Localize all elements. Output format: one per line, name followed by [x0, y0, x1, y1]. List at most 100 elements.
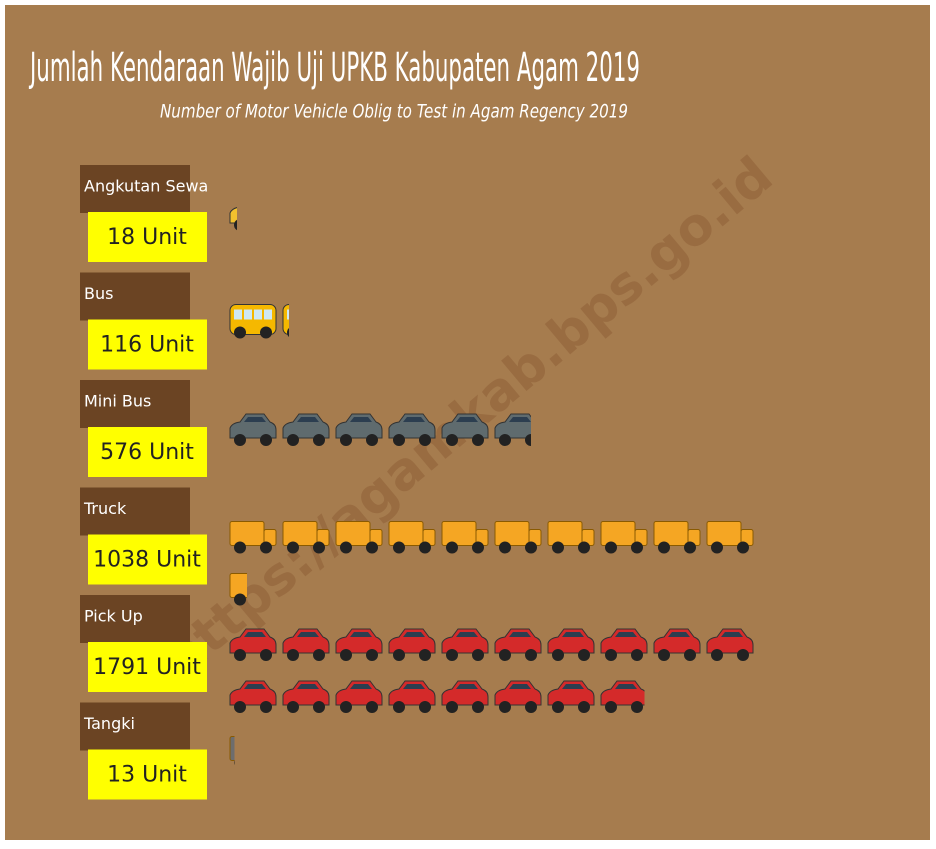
icon-wheel	[366, 701, 378, 713]
value-label: 13 Unit	[107, 763, 187, 788]
icon-wheel	[472, 434, 484, 446]
icon-wheel	[287, 541, 299, 554]
icon-body	[547, 628, 595, 654]
icon-wheel	[605, 541, 617, 554]
icon-wheel	[499, 434, 511, 446]
icon-wheel	[737, 649, 749, 661]
icon-body	[282, 521, 318, 546]
icon-wheel	[419, 434, 431, 446]
icon-wheel	[525, 701, 537, 713]
icon-wheel	[234, 434, 246, 446]
icon-wheel	[472, 541, 484, 554]
icon-window	[456, 632, 478, 637]
label-box	[80, 165, 190, 213]
icon	[282, 680, 330, 713]
icon-wheel	[393, 649, 405, 661]
icon	[229, 680, 277, 713]
icon-window	[403, 632, 425, 637]
icon-row	[229, 413, 531, 446]
icon	[229, 304, 277, 339]
value-label: 576 Unit	[100, 440, 194, 465]
icon	[547, 680, 595, 713]
icon	[441, 680, 489, 713]
icon-body	[229, 207, 237, 224]
label-box	[80, 380, 190, 428]
icon	[653, 521, 701, 554]
icon-body	[388, 413, 436, 439]
icon-wheel	[631, 701, 643, 713]
icon-window	[244, 417, 266, 422]
icon	[441, 413, 489, 446]
icon-wheel	[313, 649, 325, 661]
icon	[229, 628, 277, 661]
icon-window	[403, 417, 425, 422]
icon-body	[494, 680, 542, 706]
icon-body	[229, 521, 265, 546]
icon	[494, 628, 542, 661]
label-box	[80, 702, 190, 751]
icon-wheel	[393, 701, 405, 713]
icon-window	[297, 632, 319, 637]
icon-wheel	[393, 434, 405, 446]
icon	[388, 521, 436, 554]
icon-window	[350, 684, 372, 689]
value-box	[88, 319, 207, 370]
label-box	[80, 595, 190, 643]
value-label: 1791 Unit	[93, 655, 201, 680]
icon-wheel	[658, 649, 670, 661]
icon-wheel	[472, 649, 484, 661]
icon-body	[441, 680, 489, 706]
icon-body	[335, 413, 383, 439]
icon-wheel	[525, 541, 537, 554]
icon-wheel	[737, 541, 749, 554]
value-label: 1038 Unit	[93, 548, 201, 573]
icon-wheel	[658, 541, 670, 554]
category-label: Tangki	[83, 714, 135, 733]
icon-wheel	[234, 701, 246, 713]
value-box	[88, 427, 207, 477]
icon-window	[234, 309, 242, 320]
icon-wheel	[684, 649, 696, 661]
icon-window	[456, 417, 478, 422]
icon-body	[600, 521, 636, 546]
value-box	[88, 642, 207, 692]
icon-window	[350, 417, 372, 422]
icon-body	[653, 628, 701, 654]
icon-window	[297, 417, 319, 422]
icon-body	[335, 521, 371, 546]
icon-body	[441, 521, 477, 546]
icon-wheel	[340, 649, 352, 661]
icon	[388, 680, 436, 713]
icon-window	[264, 309, 272, 320]
icon-wheel	[340, 701, 352, 713]
icon-wheel	[605, 649, 617, 661]
icon-body	[600, 628, 648, 654]
icon-window	[509, 632, 531, 637]
label-box	[80, 272, 190, 321]
icon-wheel	[313, 434, 325, 446]
icon-window	[668, 632, 690, 637]
icon-wheel	[340, 434, 352, 446]
icon-wheel	[499, 541, 511, 554]
icon-wheel	[260, 701, 272, 713]
icon-wheel	[525, 649, 537, 661]
category-label: Truck	[83, 499, 127, 518]
icon-wheel	[287, 649, 299, 661]
icon	[282, 304, 289, 337]
icon-body	[706, 521, 742, 546]
icon	[494, 413, 531, 446]
icon-wheel	[711, 541, 723, 554]
icon	[335, 628, 383, 661]
icon-window	[244, 684, 266, 689]
category-label: Angkutan Sewa	[84, 177, 208, 196]
icon-window	[254, 309, 262, 320]
icon-body	[335, 628, 383, 654]
icon	[229, 521, 277, 554]
icon-body	[653, 521, 689, 546]
value-box	[88, 212, 207, 262]
icon	[494, 680, 542, 713]
icon-window	[456, 684, 478, 689]
icon-wheel	[260, 649, 272, 661]
icon-wheel	[446, 434, 458, 446]
